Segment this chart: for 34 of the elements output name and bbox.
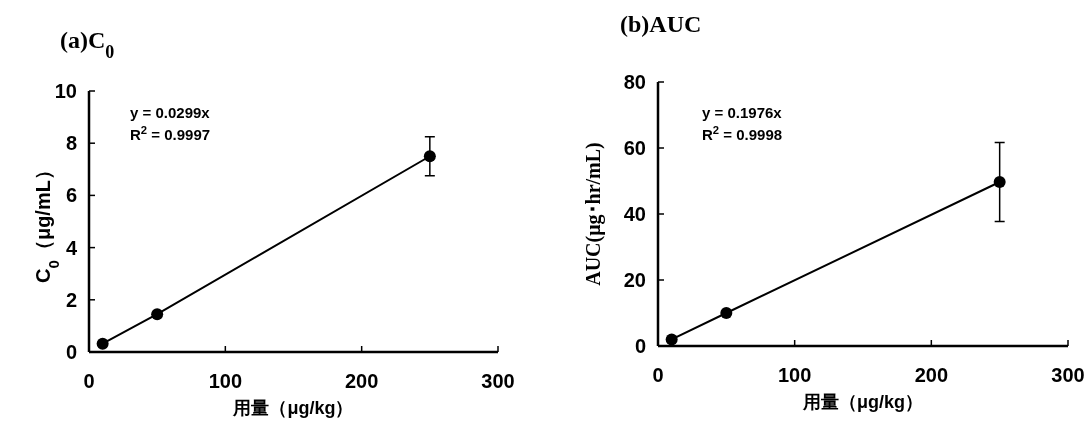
point bbox=[423, 150, 436, 163]
y-tick-label: 0 bbox=[65, 341, 77, 363]
y-tick-label: 6 bbox=[65, 184, 77, 207]
chart-title: (b)AUC bbox=[620, 11, 702, 37]
point bbox=[720, 307, 733, 319]
y-tick-label: 60 bbox=[623, 137, 646, 159]
annotation: R$^{2}$ = 0.9998 bbox=[702, 124, 783, 143]
annotation: y = 0.1976x bbox=[702, 104, 783, 121]
x-tick-label: 0 bbox=[83, 370, 95, 392]
y-tick-label: 8 bbox=[65, 132, 77, 155]
x-axis-title: 用量（μg/kg） bbox=[801, 392, 924, 412]
y-tick-label: 40 bbox=[623, 203, 646, 225]
y-tick-label: 2 bbox=[65, 288, 77, 311]
point bbox=[96, 337, 109, 350]
x-tick-label: 200 bbox=[344, 370, 379, 392]
y-tick-label: 20 bbox=[623, 269, 646, 291]
y-axis-title: AUC(μg･hr/mL) bbox=[582, 142, 605, 286]
chart-title: (a)C$_{0}$ bbox=[60, 27, 115, 62]
point bbox=[665, 333, 678, 346]
annotation: y = 0.0299x bbox=[130, 104, 211, 121]
y-tick-label: 10 bbox=[54, 80, 77, 102]
x-tick-label: 200 bbox=[914, 364, 949, 386]
point bbox=[151, 308, 164, 321]
y-tick-label: 80 bbox=[623, 71, 646, 93]
annotation: R$^{2}$ = 0.9997 bbox=[130, 124, 211, 143]
x-tick-label: 100 bbox=[208, 370, 243, 392]
y-tick-label: 4 bbox=[65, 236, 78, 259]
x-tick-label: 100 bbox=[777, 364, 812, 386]
x-tick-label: 300 bbox=[481, 370, 515, 392]
y-tick-label: 0 bbox=[634, 335, 646, 357]
x-axis-title: 用量（μg/kg） bbox=[232, 398, 354, 418]
x-tick-label: 300 bbox=[1051, 364, 1085, 386]
x-tick-label: 0 bbox=[652, 364, 664, 386]
point bbox=[993, 175, 1006, 188]
